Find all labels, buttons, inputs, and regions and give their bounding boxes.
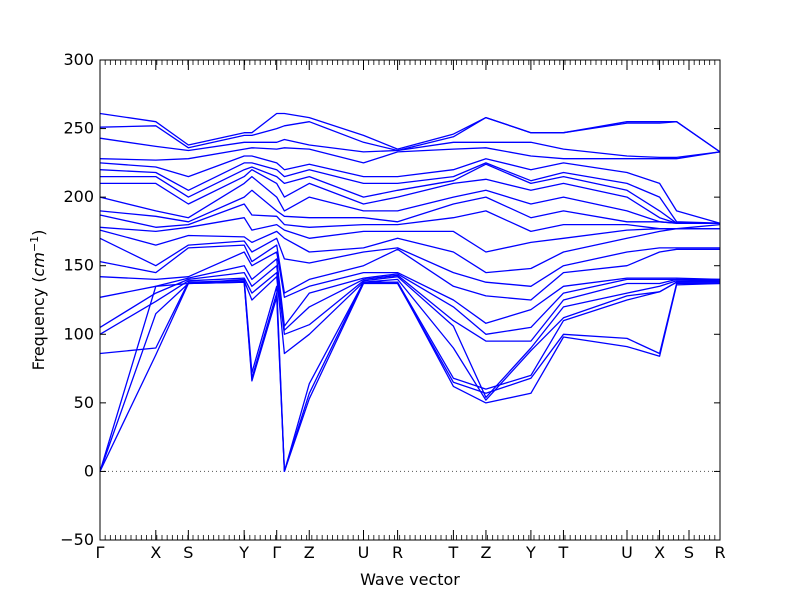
y-tick-label: −50	[60, 530, 94, 549]
phonon-branch-11	[99, 228, 720, 274]
phonon-branch-14	[99, 189, 720, 224]
x-tick-label: R	[392, 543, 403, 562]
x-tick-label: Y	[525, 543, 536, 562]
y-tick-label: 0	[84, 461, 94, 480]
y-tick-label: 200	[63, 187, 94, 206]
y-axis-label-open: (	[29, 276, 48, 287]
phonon-branch-3	[99, 278, 720, 473]
y-tick-label: 50	[74, 393, 94, 412]
phonon-branch-19	[99, 155, 721, 224]
phonon-branch-12	[99, 217, 720, 253]
x-tick-label: U	[621, 543, 633, 562]
phonon-branch-10	[99, 237, 720, 287]
phonon-branch-16	[100, 169, 720, 224]
x-tick-label: X	[654, 543, 665, 562]
phonon-branch-13	[99, 203, 721, 233]
x-tick-label: Y	[238, 543, 249, 562]
y-axis-label-close: )	[29, 230, 48, 236]
x-tick-label: Z	[480, 543, 491, 562]
phonon-branch-20	[99, 147, 721, 164]
phonon-branch-21	[99, 137, 721, 159]
y-tick-label: 250	[63, 119, 94, 138]
phonon-branch-7	[99, 258, 720, 335]
x-tick-label: T	[558, 543, 569, 562]
y-tick-label: 100	[63, 324, 94, 343]
y-tick-label: 300	[63, 50, 94, 69]
phonon-branch-18	[99, 162, 721, 224]
x-tick-label: S	[183, 543, 193, 562]
x-axis-label: Wave vector	[360, 570, 460, 589]
phonon-branch-15	[99, 175, 720, 224]
phonon-branch-5	[99, 271, 720, 399]
x-tick-label: Γ	[272, 543, 281, 562]
y-axis-label-unit-exponent: −1	[28, 236, 41, 252]
phonon-branch-4	[99, 276, 720, 401]
phonon-branch-8	[99, 251, 721, 324]
x-tick-label: Γ	[96, 543, 105, 562]
phonon-branch-2	[99, 281, 720, 473]
plot-area	[99, 112, 721, 473]
phonon-branch-6	[99, 265, 721, 342]
y-axis-label: Frequency (cm−1)	[28, 230, 48, 371]
phonon-branch-9	[99, 244, 720, 301]
y-tick-label: 150	[63, 256, 94, 275]
y-axis-label-unit: cm	[29, 252, 48, 276]
x-tick-label: T	[448, 543, 459, 562]
y-axis-label-text: Frequency	[29, 288, 48, 371]
phonon-branch-23	[99, 112, 721, 153]
phonon-branch-22	[99, 116, 721, 153]
x-tick-label: U	[358, 543, 370, 562]
x-tick-label: R	[714, 543, 725, 562]
phonon-branch-17	[100, 163, 720, 224]
y-axis: −50 0 50 100 150 200 250 300	[60, 50, 720, 549]
x-tick-label: S	[684, 543, 694, 562]
x-tick-label: Z	[304, 543, 315, 562]
x-tick-label: X	[150, 543, 161, 562]
